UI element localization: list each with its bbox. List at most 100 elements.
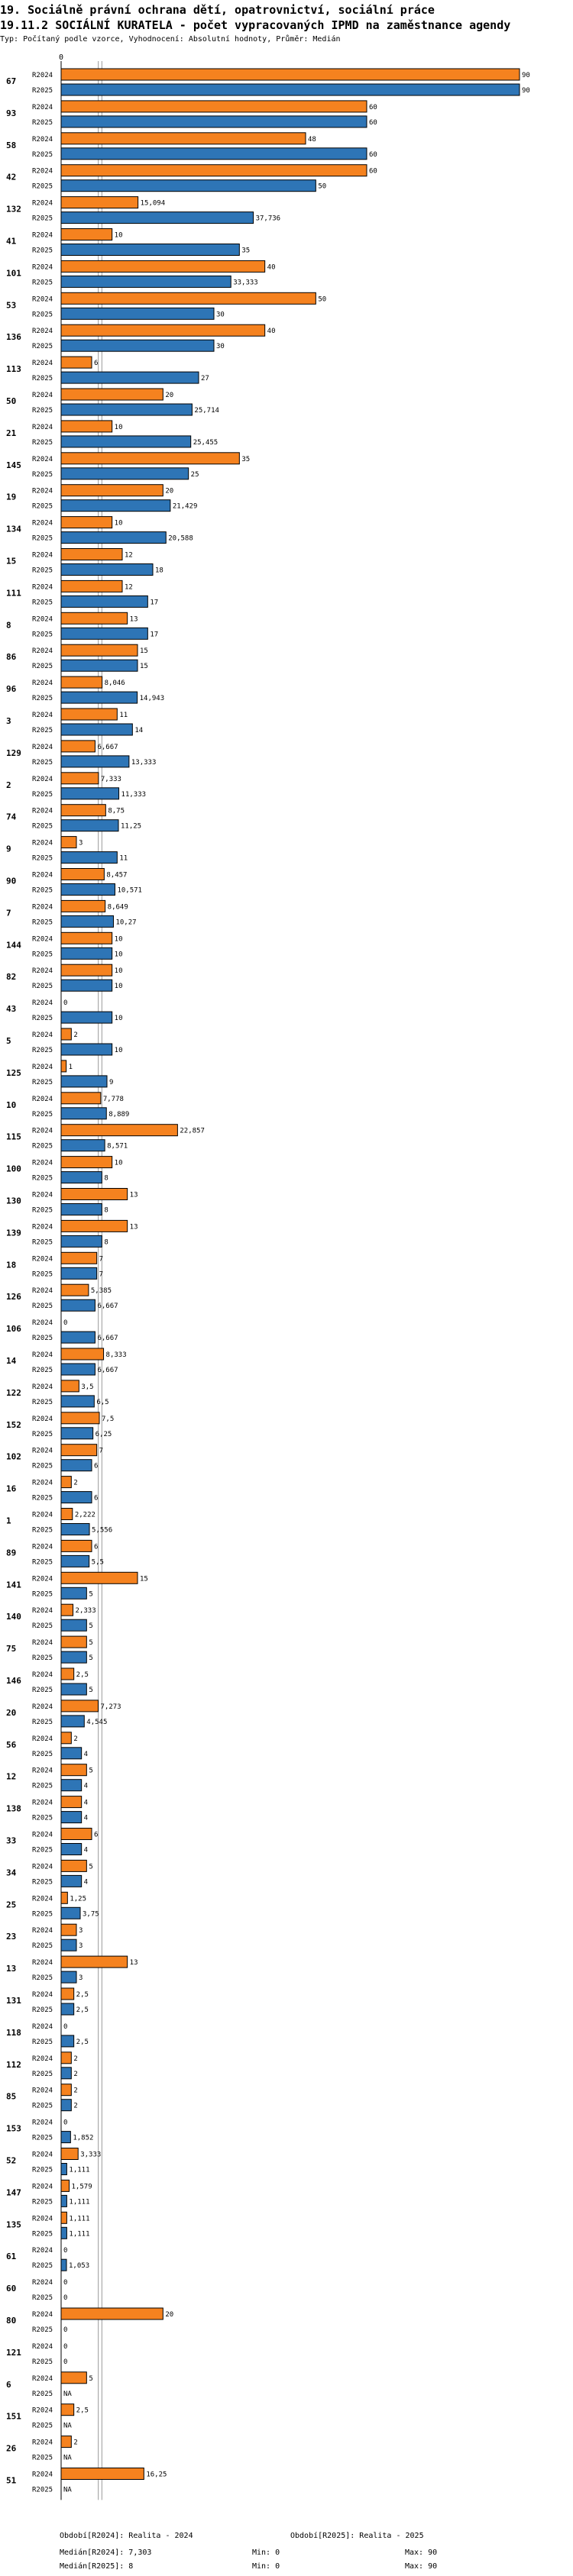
median-2024-label: Medián[R2024]: 7,303 xyxy=(60,2549,152,2557)
data-label-r2024: 13 xyxy=(130,1192,138,1199)
data-label-r2024: 10 xyxy=(115,520,123,528)
series-label-r2024: R2024 xyxy=(32,1031,53,1039)
data-label-r2025: 11,333 xyxy=(121,791,147,799)
data-label-r2025: 2,5 xyxy=(76,2006,89,2014)
series-label-r2025: R2025 xyxy=(32,1878,53,1886)
series-label-r2025: R2025 xyxy=(32,375,53,383)
bar-r2024-41 xyxy=(60,228,113,240)
series-label-r2025: R2025 xyxy=(32,1622,53,1630)
series-label-r2025: R2025 xyxy=(32,663,53,670)
bar-r2025-18 xyxy=(60,1267,98,1280)
data-label-r2025: 5 xyxy=(89,1687,92,1694)
data-label-r2024: 0 xyxy=(63,999,67,1007)
data-label-r2024: 40 xyxy=(267,263,276,271)
group-id-label: 135 xyxy=(6,2219,21,2229)
group-id-label: 20 xyxy=(6,1708,16,1718)
bar-r2025-111 xyxy=(60,595,148,608)
bar-r2024-129 xyxy=(60,740,96,753)
bar-r2024-6 xyxy=(60,2371,87,2384)
series-label-r2024: R2024 xyxy=(32,1671,53,1679)
series-label-r2024: R2024 xyxy=(32,1319,53,1327)
series-label-r2024: R2024 xyxy=(32,1863,53,1871)
bar-r2025-56 xyxy=(60,1747,83,1760)
bar-r2025-41 xyxy=(60,244,240,256)
series-label-r2025: R2025 xyxy=(32,535,53,543)
series-label-r2024: R2024 xyxy=(32,1639,53,1647)
group-id-label: 60 xyxy=(6,2284,16,2294)
data-label-r2024: 6 xyxy=(94,1543,98,1551)
bar-r2024-132 xyxy=(60,196,139,209)
data-label-r2024: 16,25 xyxy=(146,2471,167,2479)
group-id-label: 9 xyxy=(6,844,11,854)
median-2025-label: Medián[R2025]: 8 xyxy=(60,2562,134,2571)
bar-r2025-50 xyxy=(60,403,193,416)
period-2024-label: Období[R2024]: Realita - 2024 xyxy=(60,2532,193,2540)
data-label-r2025: 33,333 xyxy=(233,279,258,286)
series-label-r2024: R2024 xyxy=(32,1575,53,1583)
series-label-r2024: R2024 xyxy=(32,2311,53,2319)
group-id-label: 5 xyxy=(6,1036,11,1046)
bar-r2025-152 xyxy=(60,1427,94,1440)
data-label-r2025: 6,667 xyxy=(97,1335,118,1342)
series-label-r2025: R2025 xyxy=(32,918,53,926)
bar-r2025-106 xyxy=(60,1331,96,1344)
data-label-r2025: 5,556 xyxy=(92,1527,112,1535)
series-label-r2025: R2025 xyxy=(32,823,53,831)
bar-r2024-146 xyxy=(60,1667,75,1680)
data-label-r2024: 2,5 xyxy=(76,2407,89,2415)
bar-r2025-141 xyxy=(60,1587,87,1600)
data-label-r2025: 25 xyxy=(191,471,199,479)
data-label-r2024: 10 xyxy=(115,232,123,240)
bar-r2024-3 xyxy=(60,708,118,721)
bar-r2025-19 xyxy=(60,499,171,512)
bar-r2024-50 xyxy=(60,388,163,401)
bar-r2025-9 xyxy=(60,851,118,864)
series-label-r2025: R2025 xyxy=(32,1590,53,1598)
group-id-label: 129 xyxy=(6,748,21,758)
series-label-r2024: R2024 xyxy=(32,232,53,240)
data-label-r2024: 1,111 xyxy=(69,2215,89,2223)
group-id-label: 15 xyxy=(6,557,16,567)
bar-r2025-112 xyxy=(60,2067,72,2080)
data-label-r2024: 90 xyxy=(522,72,530,79)
bar-r2024-53 xyxy=(60,292,316,305)
group-id-label: 23 xyxy=(6,1932,16,1942)
bar-r2025-7 xyxy=(60,915,114,928)
bar-r2025-140 xyxy=(60,1619,87,1632)
bar-r2024-51 xyxy=(60,2468,144,2480)
series-label-r2025: R2025 xyxy=(32,1974,53,1982)
bar-r2024-16 xyxy=(60,1476,72,1489)
bar-r2024-9 xyxy=(60,836,77,849)
series-label-r2025: R2025 xyxy=(32,2455,53,2462)
data-label-r2024: 0 xyxy=(63,2247,67,2255)
data-label-r2025: 27 xyxy=(201,375,209,383)
group-id-label: 10 xyxy=(6,1100,16,1110)
data-label-r2024: 10 xyxy=(115,935,123,943)
series-label-r2024: R2024 xyxy=(32,104,53,111)
series-label-r2025: R2025 xyxy=(32,215,53,223)
series-label-r2024: R2024 xyxy=(32,840,53,847)
data-label-r2024: 5 xyxy=(89,1767,92,1775)
data-label-r2024: 15 xyxy=(140,1575,148,1583)
bar-r2024-141 xyxy=(60,1571,138,1584)
data-label-r2025: 13,333 xyxy=(131,759,157,767)
data-label-r2024: 50 xyxy=(318,295,326,303)
data-label-r2025: 60 xyxy=(369,119,377,127)
data-label-r2025: 2 xyxy=(73,2103,77,2110)
data-label-r2024: 13 xyxy=(130,1223,138,1231)
series-label-r2024: R2024 xyxy=(32,168,53,176)
data-label-r2025: 1,111 xyxy=(69,2230,89,2238)
series-label-r2025: R2025 xyxy=(32,567,53,575)
series-label-r2025: R2025 xyxy=(32,855,53,863)
group-id-label: 86 xyxy=(6,652,17,662)
group-id-label: 141 xyxy=(6,1580,21,1590)
bar-r2025-21 xyxy=(60,435,192,448)
group-id-label: 7 xyxy=(6,908,11,918)
series-label-r2025: R2025 xyxy=(32,1303,53,1310)
group-id-label: 67 xyxy=(6,76,16,86)
series-label-r2024: R2024 xyxy=(32,680,53,687)
bar-r2024-122 xyxy=(60,1380,79,1393)
group-id-label: 61 xyxy=(6,2252,17,2261)
series-label-r2024: R2024 xyxy=(32,263,53,271)
data-label-r2024: 13 xyxy=(130,615,138,623)
